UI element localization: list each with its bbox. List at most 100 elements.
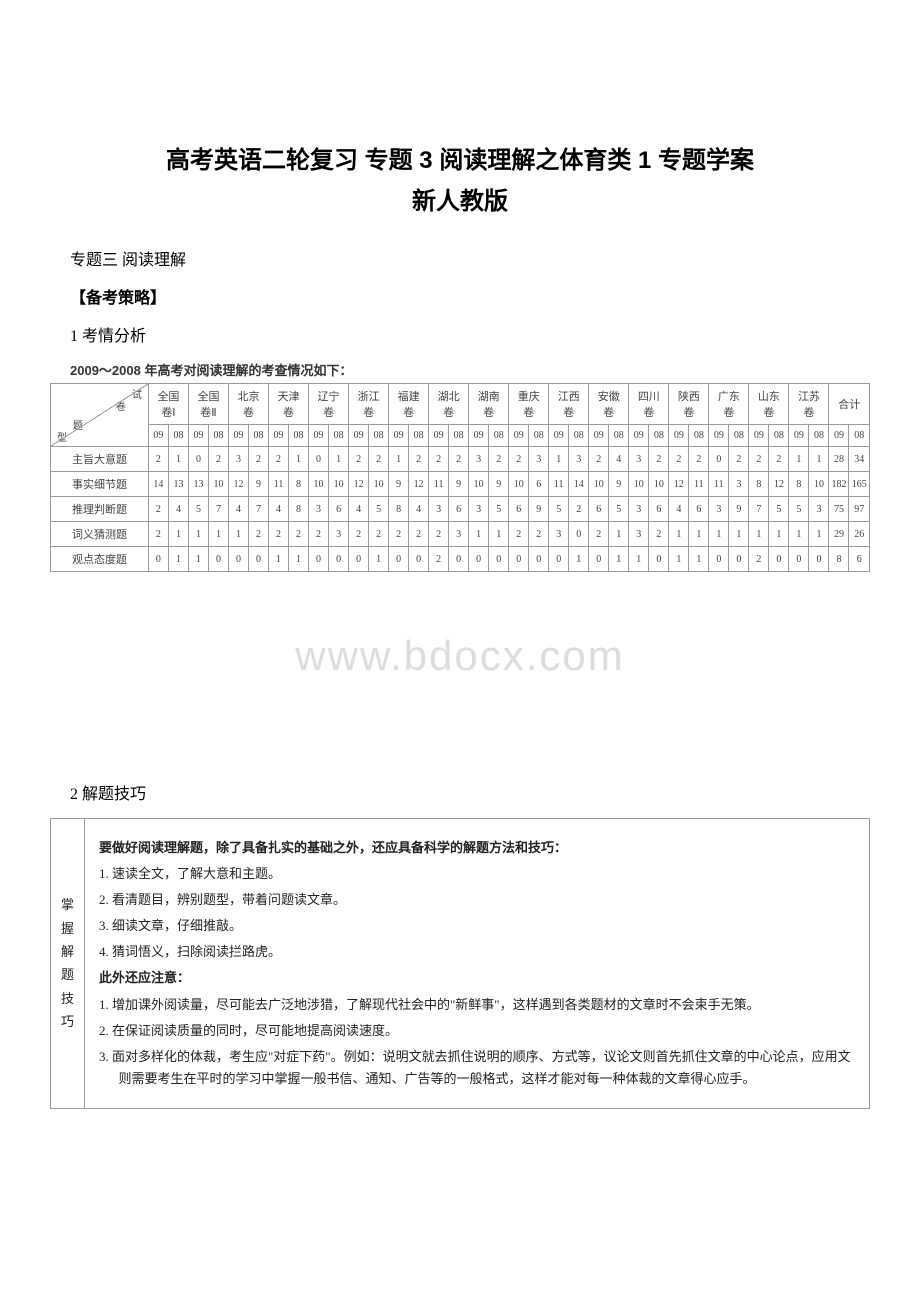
data-cell: 9	[249, 472, 269, 497]
tips-p8: 3. 面对多样化的体裁，考生应"对症下药"。例如：说明文就去抓住说明的顺序、方式…	[99, 1046, 855, 1090]
data-cell: 3	[309, 497, 329, 522]
data-cell: 2	[689, 447, 709, 472]
data-cell: 10	[629, 472, 649, 497]
data-cell: 13	[168, 472, 188, 497]
data-cell: 0	[769, 547, 789, 572]
prov-header: 北京卷	[228, 384, 268, 425]
data-cell: 2	[148, 497, 168, 522]
data-cell: 4	[609, 447, 629, 472]
sum-cell: 97	[849, 497, 870, 522]
data-cell: 2	[369, 447, 389, 472]
data-cell: 2	[349, 447, 369, 472]
sum-cell: 34	[849, 447, 870, 472]
data-cell: 6	[589, 497, 609, 522]
data-cell: 3	[329, 522, 349, 547]
prov-header: 浙江卷	[349, 384, 389, 425]
year-cell: 08	[569, 425, 589, 447]
tips-p4: 4. 猜词悟义，扫除阅读拦路虎。	[99, 941, 855, 963]
data-cell: 2	[589, 447, 609, 472]
data-cell: 1	[208, 522, 228, 547]
sum-cell: 8	[829, 547, 849, 572]
data-cell: 0	[389, 547, 409, 572]
data-cell: 0	[349, 547, 369, 572]
year-cell: 08	[369, 425, 389, 447]
tips-p3: 3. 细读文章，仔细推敲。	[99, 915, 855, 937]
sum-cell: 28	[829, 447, 849, 472]
data-cell: 1	[789, 522, 809, 547]
prov-header: 湖北卷	[429, 384, 469, 425]
prov-header: 湖南卷	[469, 384, 509, 425]
data-cell: 2	[249, 447, 269, 472]
data-cell: 3	[469, 447, 489, 472]
sum-cell: 26	[849, 522, 870, 547]
prov-header: 辽宁卷	[309, 384, 349, 425]
prov-header: 山东卷	[749, 384, 789, 425]
data-cell: 2	[589, 522, 609, 547]
data-cell: 10	[509, 472, 529, 497]
beikao-label: 【备考策略】	[70, 284, 870, 308]
data-cell: 2	[449, 447, 469, 472]
data-cell: 3	[809, 497, 829, 522]
data-cell: 3	[228, 447, 248, 472]
sum-cell: 165	[849, 472, 870, 497]
data-cell: 7	[249, 497, 269, 522]
data-cell: 11	[429, 472, 449, 497]
prov-header: 全国卷Ⅰ	[148, 384, 188, 425]
data-cell: 1	[789, 447, 809, 472]
data-cell: 2	[349, 522, 369, 547]
row-label: 观点态度题	[51, 547, 149, 572]
data-cell: 4	[228, 497, 248, 522]
data-cell: 8	[389, 497, 409, 522]
data-cell: 1	[389, 447, 409, 472]
prov-header: 四川卷	[629, 384, 669, 425]
tips-p0: 要做好阅读理解题，除了具备扎实的基础之外，还应具备科学的解题方法和技巧：	[99, 837, 855, 859]
year-cell: 08	[409, 425, 429, 447]
data-cell: 9	[729, 497, 749, 522]
data-cell: 2	[649, 447, 669, 472]
year-cell: 08	[329, 425, 349, 447]
data-cell: 2	[148, 522, 168, 547]
data-cell: 2	[669, 447, 689, 472]
year-cell: 08	[849, 425, 870, 447]
data-cell: 1	[669, 547, 689, 572]
data-cell: 3	[469, 497, 489, 522]
section-label-3: 专题三 阅读理解	[70, 246, 870, 270]
data-cell: 10	[469, 472, 489, 497]
data-cell: 4	[168, 497, 188, 522]
year-cell: 08	[208, 425, 228, 447]
year-cell: 09	[188, 425, 208, 447]
year-cell: 08	[289, 425, 309, 447]
data-cell: 1	[749, 522, 769, 547]
exam-table: 试卷题型全国卷Ⅰ全国卷Ⅱ北京卷天津卷辽宁卷浙江卷福建卷湖北卷湖南卷重庆卷江西卷安…	[50, 383, 870, 572]
data-cell: 2	[389, 522, 409, 547]
data-cell: 5	[609, 497, 629, 522]
data-cell: 1	[609, 547, 629, 572]
year-cell: 08	[809, 425, 829, 447]
data-cell: 2	[409, 447, 429, 472]
data-cell: 0	[469, 547, 489, 572]
data-cell: 10	[809, 472, 829, 497]
data-cell: 2	[649, 522, 669, 547]
data-cell: 2	[489, 447, 509, 472]
tips-p7: 2. 在保证阅读质量的同时，尽可能地提高阅读速度。	[99, 1020, 855, 1042]
data-cell: 12	[769, 472, 789, 497]
data-cell: 0	[649, 547, 669, 572]
data-cell: 4	[349, 497, 369, 522]
data-cell: 5	[188, 497, 208, 522]
data-cell: 0	[809, 547, 829, 572]
data-cell: 2	[509, 447, 529, 472]
data-cell: 4	[269, 497, 289, 522]
doc-title-1: 高考英语二轮复习 专题 3 阅读理解之体育类 1 专题学案	[50, 140, 870, 175]
data-cell: 0	[709, 547, 729, 572]
data-cell: 1	[729, 522, 749, 547]
data-cell: 2	[309, 522, 329, 547]
year-cell: 09	[589, 425, 609, 447]
data-cell: 0	[589, 547, 609, 572]
tips-vcol: 掌握解题技巧	[51, 819, 85, 1109]
data-cell: 12	[669, 472, 689, 497]
year-cell: 08	[649, 425, 669, 447]
data-cell: 8	[789, 472, 809, 497]
data-cell: 2	[269, 447, 289, 472]
data-cell: 0	[729, 547, 749, 572]
prov-header: 安徽卷	[589, 384, 629, 425]
